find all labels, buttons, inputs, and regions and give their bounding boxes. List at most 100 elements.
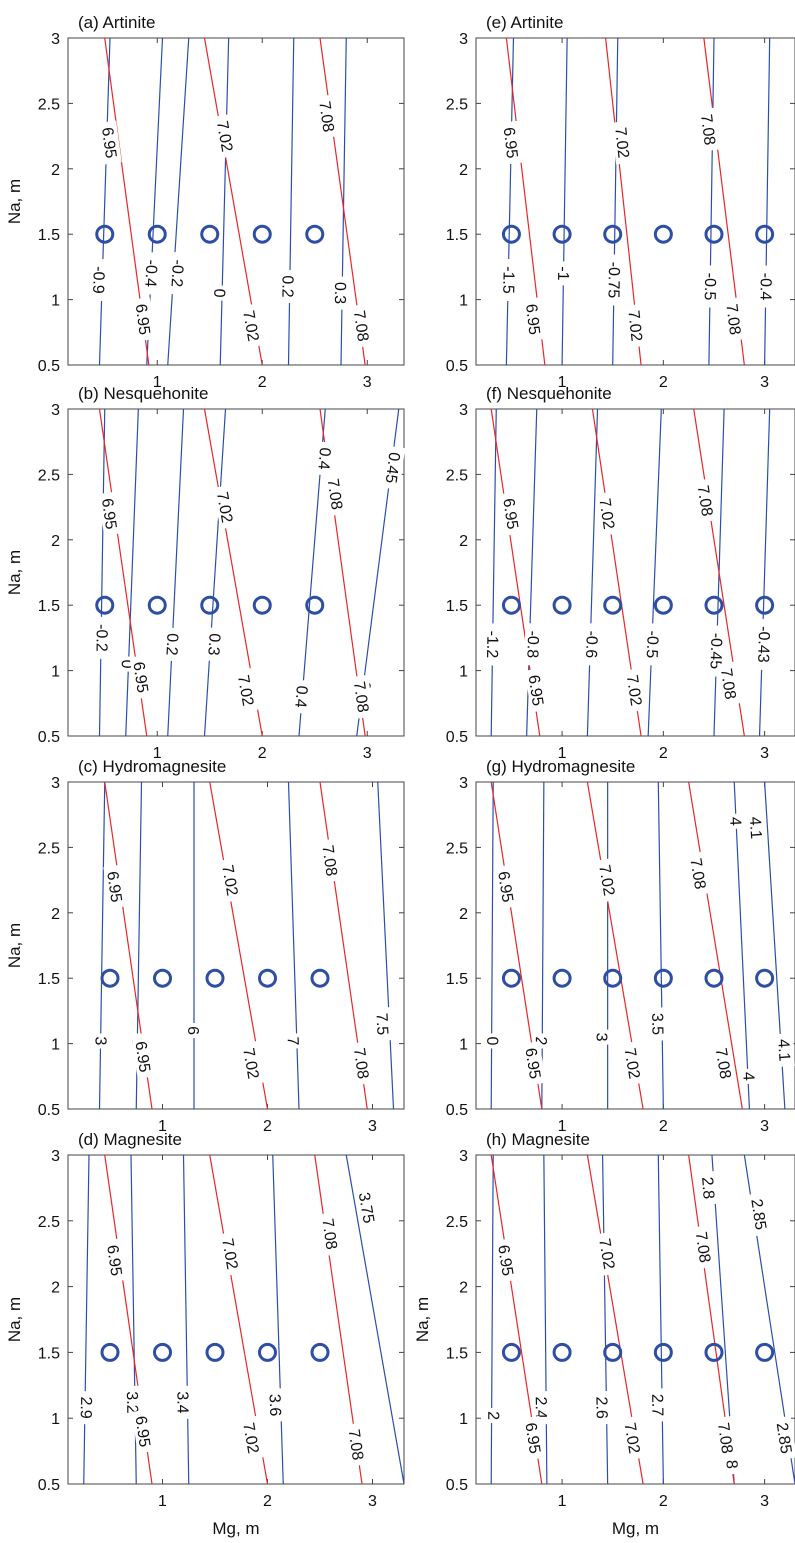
contour-label-bg — [595, 857, 621, 903]
contour-label-7-08: 7.08 — [315, 94, 340, 139]
y-tick-label: 1.5 — [38, 598, 60, 615]
data-point-marker — [603, 224, 623, 244]
contour-label-bg — [593, 1391, 612, 1425]
contour-label-7-02: 7.02 — [234, 667, 260, 713]
contour-label-text: 0.4 — [291, 685, 310, 709]
contour-label-bg — [129, 655, 154, 700]
panel-magnesite-6: (d) Magnesite 0.5 1 1.5 2 2.5 3 1 2 3 Na, m Mg, m 2.… — [5, 1130, 405, 1538]
panel-title: (a) Artinite — [78, 13, 155, 32]
contour-label-bg — [698, 1170, 720, 1205]
si-contour-3 — [98, 782, 106, 1109]
contour-label-bg — [649, 1007, 668, 1041]
data-point-marker — [310, 968, 330, 988]
markers — [95, 595, 325, 615]
contour-label-bg — [89, 258, 110, 302]
contour-label-bg — [726, 813, 746, 830]
y-tick-label: 1.5 — [446, 1345, 468, 1362]
contour-label-text: 7.08 — [350, 309, 371, 342]
contour-label-bg — [485, 1408, 504, 1424]
contour-label-text: -0.5 — [701, 273, 718, 301]
contour-label-text: 7.08 — [686, 857, 708, 891]
contour-label-bg — [593, 1029, 612, 1045]
contour-label-0-4: -0.4 — [141, 252, 162, 295]
contour-label-text: 6.95 — [131, 1415, 152, 1448]
si-contour-2-6 — [601, 1155, 609, 1484]
contour-label-text: -0.2 — [92, 624, 109, 652]
x-tick-label: 3 — [760, 1493, 769, 1510]
si-contour-0-2 — [167, 409, 185, 736]
contour-label-text: 2.8 — [698, 1176, 716, 1199]
axes-frame — [67, 1154, 405, 1485]
contour-label-bg — [163, 627, 183, 662]
contour-label-0-8: -0.8 — [523, 623, 544, 666]
contour-label-0-3: 0.3 — [204, 627, 226, 662]
contour-label-bg — [212, 484, 239, 530]
x-tick-label: 2 — [659, 1493, 668, 1510]
contour-label-bg — [344, 1422, 369, 1467]
contour-label-6-95: 6.95 — [129, 655, 154, 700]
y-tick-label: 0.5 — [38, 729, 60, 746]
contour-label-bg — [772, 1415, 795, 1461]
si-contour-3-4 — [182, 1155, 190, 1484]
si-contour-3-6 — [272, 1155, 284, 1484]
contour-label-7-02: 7.02 — [621, 1415, 646, 1461]
y-tick-label: 3 — [459, 775, 468, 792]
contour-label-bg — [522, 297, 546, 342]
panel-artinite-0: (a) Artinite 0.5 1 1.5 2 2.5 3 1 2 3 Na, m -0.9 -0.4… — [5, 13, 405, 391]
contour-label-text: 4 — [739, 1072, 756, 1082]
contour-label-text: 6.95 — [103, 1244, 124, 1277]
si-contour-3-75 — [345, 1155, 404, 1484]
contour-label-text: 6.95 — [132, 303, 153, 336]
contour-label-1-5: -1.5 — [499, 258, 519, 302]
y-axis-label: Na, m — [5, 550, 24, 595]
contour-label-text: -0.4 — [756, 273, 773, 301]
contour-label-bg — [595, 491, 620, 536]
contour-label-text: -0.75 — [604, 262, 622, 299]
si-contour-0-2 — [167, 38, 190, 365]
contour-label-7-08: 7.08 — [722, 297, 746, 342]
contour-labels: 2.9 3.2 3.4 3.6 3.75 6.95 6.95 7.02 7.02 7.08 7.08 — [77, 1185, 380, 1467]
contour-label-bg — [494, 864, 519, 909]
data-point-marker — [755, 1342, 775, 1362]
contour-label-bg — [373, 1007, 393, 1041]
contour-label-text: 7.08 — [350, 1047, 371, 1080]
y-tick-label: 1 — [459, 293, 468, 310]
axes-frame — [475, 1154, 795, 1485]
axes-frame — [67, 781, 405, 1110]
data-point-marker — [653, 968, 673, 988]
data-point-marker — [552, 1342, 572, 1362]
contour-label-0-3: 0.3 — [331, 276, 351, 310]
contour-label-3-75: 3.75 — [355, 1185, 380, 1230]
y-tick-label: 1.5 — [38, 1345, 60, 1362]
contour-label-text: 7.02 — [620, 1047, 642, 1081]
contour-label-2-4: 2.4 — [532, 1391, 551, 1425]
contour-label-6-95: 6.95 — [521, 1415, 546, 1461]
contour-label-text: 3.75 — [355, 1191, 377, 1225]
contour-label-text: 2.4 — [532, 1396, 549, 1418]
contour-label-bg — [532, 1391, 551, 1425]
si-contour-1 — [561, 38, 568, 365]
contour-labels: -0.200.20.30.40.40.450.456.956.957.027.0… — [92, 441, 406, 719]
contour-label-text: 7.02 — [218, 864, 240, 898]
contour-label-bg — [722, 297, 746, 342]
contour-labels: -0.9 -0.4 -0.2 0 0.2 0.3 6.95 6.95 7.02 7.02 7.08 7… — [89, 94, 374, 349]
x-tick-label: 3 — [760, 374, 769, 391]
contour-label-bg — [314, 441, 336, 476]
contour-label-text: 0.45 — [382, 451, 403, 484]
x-tick-label: 1 — [158, 1493, 167, 1510]
y-tick-label: 3 — [51, 31, 60, 48]
contour-label-6-95: 6.95 — [131, 1034, 156, 1079]
contour-label-bg — [746, 810, 767, 845]
contour-label-bg — [239, 1040, 265, 1086]
contour-label-2-6: 2.6 — [592, 1391, 612, 1425]
markers — [501, 1342, 775, 1362]
contour-label-7-02: 7.02 — [624, 303, 648, 348]
si-contour-0-5 — [647, 409, 662, 736]
data-point-marker — [603, 595, 623, 615]
contour-label-bg — [218, 1231, 244, 1276]
axes-frame — [67, 37, 405, 366]
contour-label-text: 7.08 — [697, 113, 718, 146]
